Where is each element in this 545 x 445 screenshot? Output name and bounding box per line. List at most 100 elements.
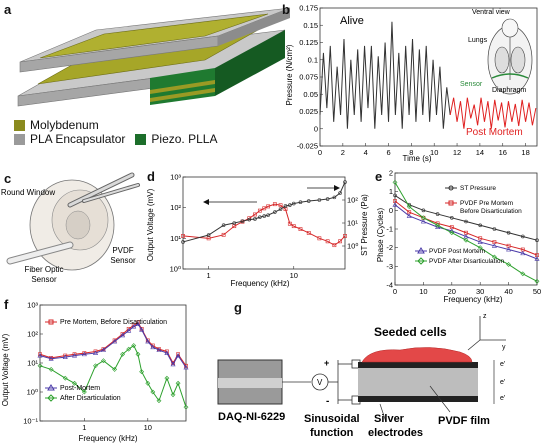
y-tick-label: 10² [27,330,38,339]
y-tick-label: 0.175 [299,4,318,13]
post-mortem-label: Post Mortem [466,127,523,138]
daq-label: DAQ-NI-6229 [218,411,285,423]
data-point [272,202,277,207]
data-point [420,215,426,221]
x-tick-label: 16 [499,148,507,157]
strain-marks: e' e' e' [493,360,505,404]
data-point [131,343,137,348]
legend-after-disarticulation: PVDF After Disarticulation [429,258,505,265]
x-tick-label: 0 [393,287,397,296]
data-point [48,356,54,361]
pvdf-sensor-label-2: Sensor [110,256,136,265]
data-point [477,245,483,251]
phase-legend: ST Pressure PVDF Pre Mortem Before Disar… [415,185,522,265]
x-tick-label: 10 [290,271,298,280]
silver-label: Silver [374,413,405,425]
data-point [145,338,151,344]
phase-axes: 0 10 20 30 40 50 -4 -3 -2 -1 0 1 2 [386,169,541,297]
data-point [332,195,337,200]
y-tick-label: 10⁻¹ [23,417,38,426]
plot-frame [182,176,346,270]
data-point [325,239,330,244]
data-point [317,198,322,202]
data-point [139,327,145,332]
right-tick-label: 10² [347,196,358,205]
series-line [39,344,187,408]
y-tick-label: 0 [314,124,318,133]
voltage-chart: Output Voltage (mV) Frequency (kHz) 1 101… [1,301,189,443]
data-point [120,332,126,338]
data-point [463,237,469,243]
data-point [492,227,497,231]
data-point [257,208,262,213]
data-point [258,215,262,219]
y-tick-label: 10³ [27,301,38,310]
st-pressure-ylabel: ST Pressure (Pa) [360,194,369,256]
data-point [170,361,176,367]
data-point [435,224,441,230]
data-point [521,234,525,239]
data-point [170,392,176,398]
phase-ylabel: Phase (Cycles) [376,208,385,263]
series-line [39,323,187,368]
data-point [181,234,185,238]
data-point [298,200,303,205]
data-point [120,351,125,357]
data-point [62,354,68,359]
y-tick-label: 0.05 [303,90,318,99]
voltage-series [181,180,347,248]
data-point [48,367,54,372]
data-point [291,201,296,206]
x-tick-label: 50 [533,287,541,296]
data-point [406,213,412,218]
pressure-axes: 0 2 4 6 8 10 12 14 16 18-0.02500.0250.050.0750.10… [297,4,538,157]
data-point [534,278,540,284]
data-point [139,369,145,375]
x-tick-label: 18 [521,148,529,157]
y-tick-label: 10⁰ [170,265,181,274]
series-line [319,21,451,129]
data-point [435,222,441,228]
y-tick-label: 10³ [170,173,181,182]
data-point [273,210,277,214]
voltage-pressure-chart: Output Voltage (mV) ST Pressure (Pa) Fre… [146,173,369,289]
panel-b: b Pressure (N/cm²) Time (s) Alive Post M… [282,0,545,165]
data-point [175,352,181,358]
data-point [266,213,270,217]
data-point [93,350,99,355]
y-tick-label: 0 [389,206,393,215]
legend-molybdenum: Molybdenum [14,118,217,132]
data-point [262,206,267,211]
material-legend: Molybdenum PLA Encapsulator Piezo. PLLA [14,118,217,146]
data-point [37,352,43,358]
data-point [449,230,455,236]
legend-pre-mortem: PVDF Pre Mortem [460,200,513,207]
legend-pre-mortem-2: Before Disarticulation [460,208,522,215]
strain-label-2: e' [500,379,505,386]
y-tick-label: -4 [386,281,393,290]
x-tick-label: 2 [341,148,345,157]
x-tick-label: 14 [476,148,484,157]
data-point [221,232,226,237]
data-point [72,380,77,386]
lungs-label: Lungs [468,37,488,44]
data-point [392,202,398,207]
pressure-series [319,21,537,129]
z-axis-label: z [483,313,487,320]
data-point [420,218,426,224]
data-point [81,389,87,395]
y-tick-label: 10¹ [27,359,38,368]
data-point [288,203,292,207]
data-point [72,352,78,358]
data-point [112,367,118,372]
axis-arrows [203,185,340,205]
data-point [156,347,162,352]
series-line [394,200,538,256]
data-point [343,180,347,184]
panel-a: a Molybdenum PLA Encapsulator Piezo. PLL… [0,0,300,160]
data-point [100,347,106,352]
y-tick-label: 0.075 [299,73,318,82]
seeded-cells-layer [361,347,473,363]
x-tick-label: 10 [430,148,438,157]
